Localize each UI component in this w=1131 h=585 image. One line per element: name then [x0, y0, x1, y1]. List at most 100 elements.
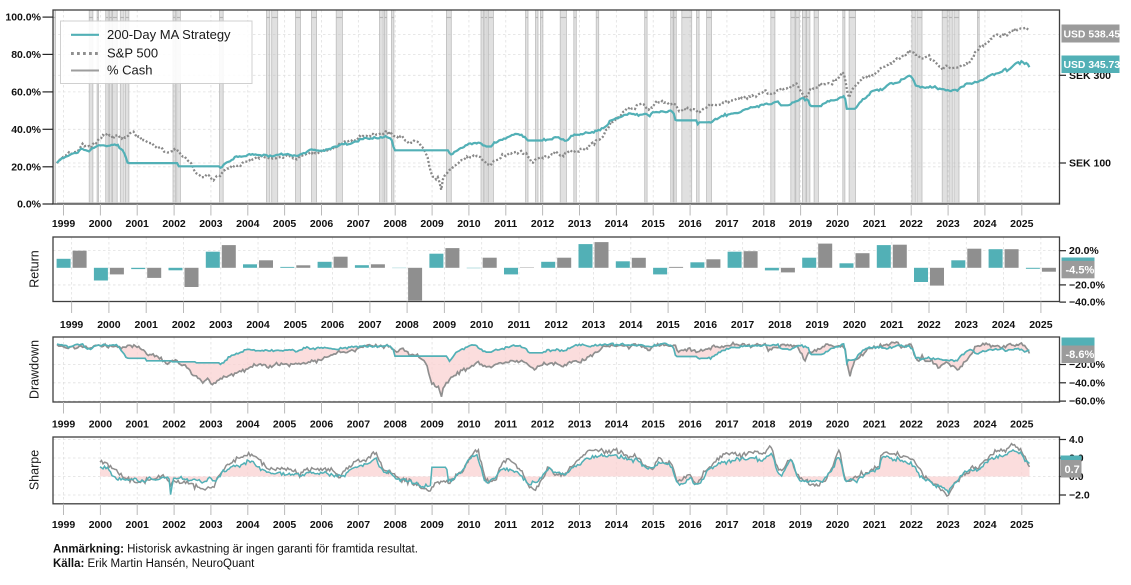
svg-text:80.0%: 80.0% — [11, 49, 41, 61]
svg-text:2001: 2001 — [126, 419, 150, 431]
svg-text:2022: 2022 — [900, 218, 924, 230]
svg-text:2023: 2023 — [936, 519, 960, 531]
svg-text:2003: 2003 — [199, 419, 223, 431]
svg-text:2007: 2007 — [347, 519, 371, 531]
svg-text:Källa: Erik Martin Hansén, Neu: Källa: Erik Martin Hansén, NeuroQuant — [53, 558, 255, 570]
svg-text:1999: 1999 — [52, 218, 76, 230]
svg-text:SEK 100: SEK 100 — [1069, 158, 1111, 170]
svg-text:Drawdown: Drawdown — [28, 340, 42, 399]
svg-text:2015: 2015 — [642, 519, 666, 531]
svg-text:200-Day MA Strategy: 200-Day MA Strategy — [107, 27, 231, 42]
svg-text:−60.0%: −60.0% — [1069, 396, 1106, 408]
svg-text:2021: 2021 — [880, 319, 904, 331]
svg-text:2019: 2019 — [789, 419, 813, 431]
svg-text:2020: 2020 — [826, 519, 850, 531]
svg-text:2010: 2010 — [457, 419, 481, 431]
svg-text:0.7: 0.7 — [1065, 464, 1080, 476]
svg-text:−40.0%: −40.0% — [1069, 377, 1106, 389]
svg-text:2000: 2000 — [97, 319, 121, 331]
svg-text:2004: 2004 — [236, 519, 260, 531]
svg-text:Sharpe: Sharpe — [28, 450, 42, 490]
svg-text:S&P 500: S&P 500 — [107, 46, 158, 61]
svg-text:2025: 2025 — [1010, 519, 1034, 531]
svg-text:2004: 2004 — [236, 419, 260, 431]
svg-text:2009: 2009 — [420, 218, 444, 230]
svg-text:2002: 2002 — [162, 218, 186, 230]
svg-text:2000: 2000 — [89, 218, 113, 230]
svg-text:−40.0%: −40.0% — [1069, 297, 1106, 309]
svg-text:2002: 2002 — [172, 319, 196, 331]
svg-text:2009: 2009 — [420, 419, 444, 431]
svg-text:2023: 2023 — [955, 319, 979, 331]
svg-text:2023: 2023 — [936, 419, 960, 431]
svg-text:2011: 2011 — [494, 419, 517, 431]
svg-text:2005: 2005 — [273, 419, 297, 431]
svg-text:2014: 2014 — [619, 319, 643, 331]
svg-text:Anmärkning: Historisk avkastni: Anmärkning: Historisk avkastning är inge… — [53, 544, 418, 556]
svg-text:2018: 2018 — [752, 218, 776, 230]
svg-text:2016: 2016 — [678, 419, 702, 431]
svg-text:2012: 2012 — [531, 519, 555, 531]
svg-text:2007: 2007 — [358, 319, 382, 331]
svg-text:2006: 2006 — [321, 319, 345, 331]
svg-text:2013: 2013 — [568, 419, 592, 431]
svg-text:2006: 2006 — [310, 218, 334, 230]
svg-text:2012: 2012 — [545, 319, 569, 331]
svg-text:60.0%: 60.0% — [11, 86, 41, 98]
svg-text:2001: 2001 — [126, 218, 150, 230]
svg-text:2008: 2008 — [384, 519, 408, 531]
svg-text:2021: 2021 — [863, 218, 887, 230]
svg-text:−2.0: −2.0 — [1069, 490, 1090, 502]
svg-text:2002: 2002 — [162, 419, 186, 431]
svg-text:2021: 2021 — [863, 419, 887, 431]
svg-text:1999: 1999 — [52, 419, 76, 431]
svg-text:0.0%: 0.0% — [17, 199, 42, 211]
svg-text:2013: 2013 — [582, 319, 606, 331]
svg-text:2003: 2003 — [199, 218, 223, 230]
svg-text:2012: 2012 — [531, 218, 555, 230]
svg-text:2021: 2021 — [863, 519, 887, 531]
svg-text:2022: 2022 — [900, 519, 924, 531]
svg-text:2014: 2014 — [605, 419, 629, 431]
svg-text:2011: 2011 — [494, 218, 517, 230]
svg-text:2010: 2010 — [470, 319, 494, 331]
svg-text:4.0: 4.0 — [1069, 434, 1084, 446]
svg-text:2025: 2025 — [1010, 419, 1034, 431]
svg-text:2015: 2015 — [642, 218, 666, 230]
svg-text:2010: 2010 — [457, 218, 481, 230]
svg-text:2003: 2003 — [199, 519, 223, 531]
svg-text:2009: 2009 — [420, 519, 444, 531]
svg-text:2004: 2004 — [246, 319, 270, 331]
svg-text:% Cash: % Cash — [107, 63, 153, 78]
svg-text:20.0%: 20.0% — [11, 161, 41, 173]
svg-text:2006: 2006 — [310, 519, 334, 531]
svg-text:100.0%: 100.0% — [5, 12, 41, 24]
svg-text:-8.6%: -8.6% — [1066, 349, 1095, 361]
svg-text:2023: 2023 — [936, 218, 960, 230]
svg-text:2014: 2014 — [605, 218, 629, 230]
svg-text:2025: 2025 — [1010, 218, 1034, 230]
svg-text:2017: 2017 — [715, 218, 739, 230]
svg-text:2001: 2001 — [135, 319, 159, 331]
svg-text:2025: 2025 — [1029, 319, 1053, 331]
svg-text:−20.0%: −20.0% — [1069, 279, 1106, 291]
svg-text:2020: 2020 — [843, 319, 867, 331]
svg-text:2024: 2024 — [992, 319, 1016, 331]
svg-text:2008: 2008 — [384, 218, 408, 230]
svg-text:2011: 2011 — [508, 319, 531, 331]
svg-text:2013: 2013 — [568, 519, 592, 531]
svg-text:2018: 2018 — [752, 519, 776, 531]
svg-text:1999: 1999 — [52, 519, 76, 531]
svg-text:2019: 2019 — [789, 519, 813, 531]
svg-text:2008: 2008 — [384, 419, 408, 431]
svg-text:2000: 2000 — [89, 519, 113, 531]
svg-text:2017: 2017 — [731, 319, 755, 331]
svg-text:2009: 2009 — [433, 319, 457, 331]
svg-text:2000: 2000 — [89, 419, 113, 431]
svg-text:2004: 2004 — [236, 218, 260, 230]
svg-text:2005: 2005 — [284, 319, 308, 331]
svg-text:2016: 2016 — [694, 319, 718, 331]
svg-text:2020: 2020 — [826, 218, 850, 230]
svg-text:USD 538.45: USD 538.45 — [1064, 29, 1121, 40]
svg-text:2022: 2022 — [917, 319, 941, 331]
